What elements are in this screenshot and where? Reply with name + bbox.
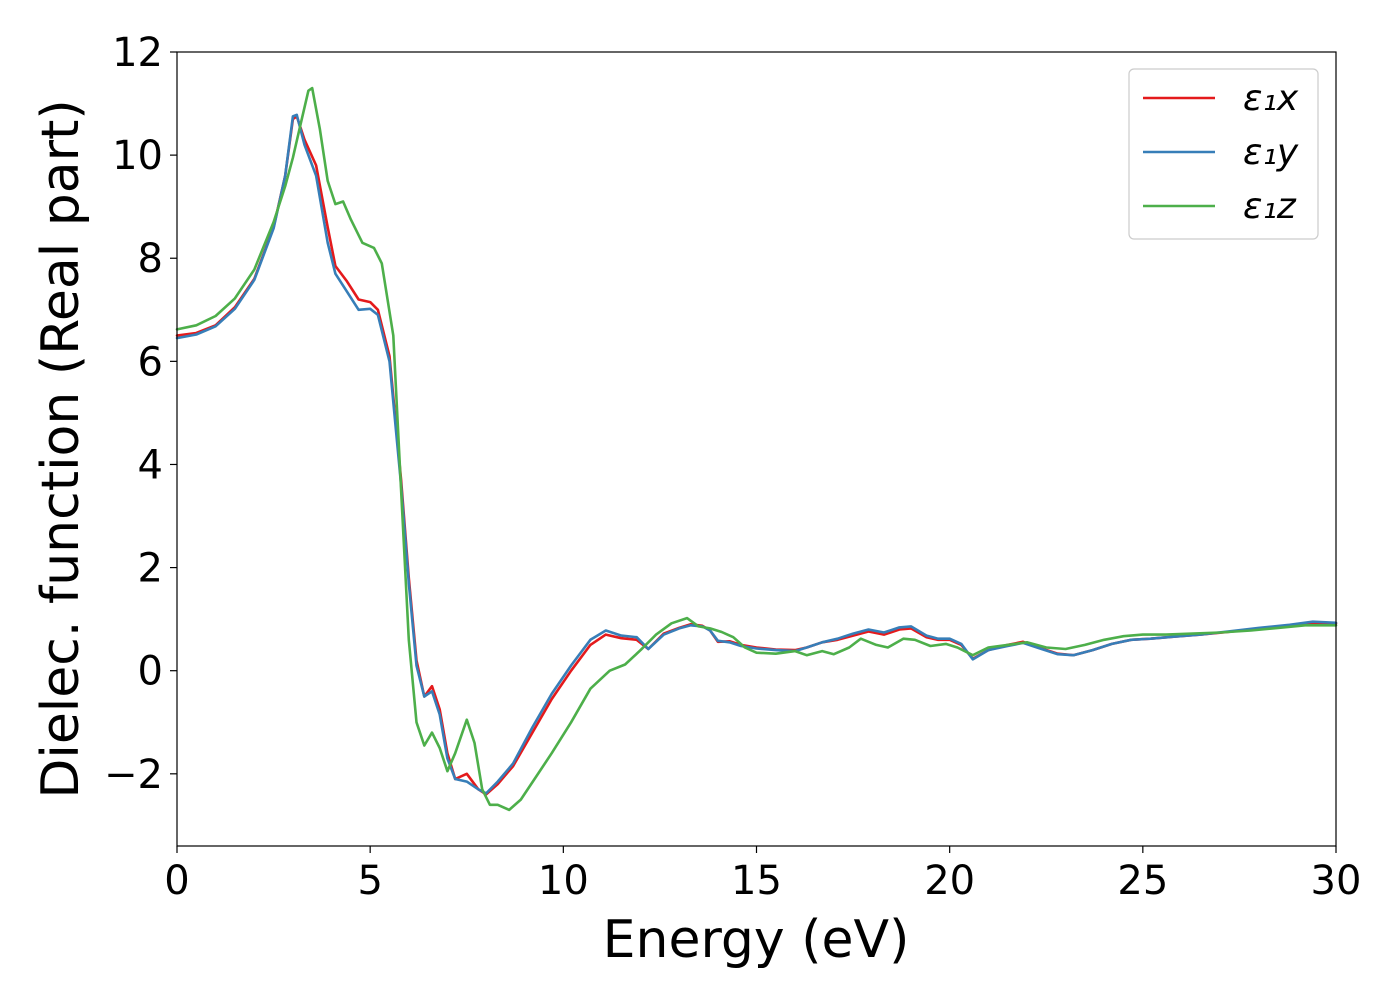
y-tick-label: 0 <box>138 649 163 695</box>
legend-label-2: ε₁y <box>1243 132 1299 173</box>
y-tick-label: 6 <box>138 339 163 385</box>
y-tick-label: 8 <box>138 236 163 282</box>
series-layer <box>175 86 1338 812</box>
x-axis-label: Energy (eV) <box>603 910 910 970</box>
series-line-2 <box>175 113 1338 795</box>
legend-label-3: ε₁z <box>1243 186 1297 227</box>
ticks-layer: 0 5 10 15 20 25 30 −2 0 2 4 6 8 10 12 <box>104 30 1361 904</box>
series-line-3 <box>175 86 1338 812</box>
x-tick-label: 20 <box>924 858 975 904</box>
x-tick-label: 15 <box>731 858 782 904</box>
legend: ε₁x ε₁y ε₁z <box>1128 68 1319 240</box>
legend-label-1: ε₁x <box>1243 78 1299 119</box>
legend-box <box>1128 68 1319 240</box>
x-tick-label: 25 <box>1117 858 1168 904</box>
y-tick-label: 2 <box>138 546 163 592</box>
y-tick-label: −2 <box>104 752 163 798</box>
y-tick-label: 12 <box>112 30 163 76</box>
x-tick-label: 30 <box>1311 858 1362 904</box>
x-tick-label: 0 <box>164 858 189 904</box>
y-axis-label: Dielec. function (Real part) <box>31 99 91 798</box>
y-tick-label: 4 <box>138 442 163 488</box>
x-tick-label: 5 <box>357 858 382 904</box>
x-tick-label: 10 <box>538 858 589 904</box>
y-tick-label: 10 <box>112 133 163 179</box>
